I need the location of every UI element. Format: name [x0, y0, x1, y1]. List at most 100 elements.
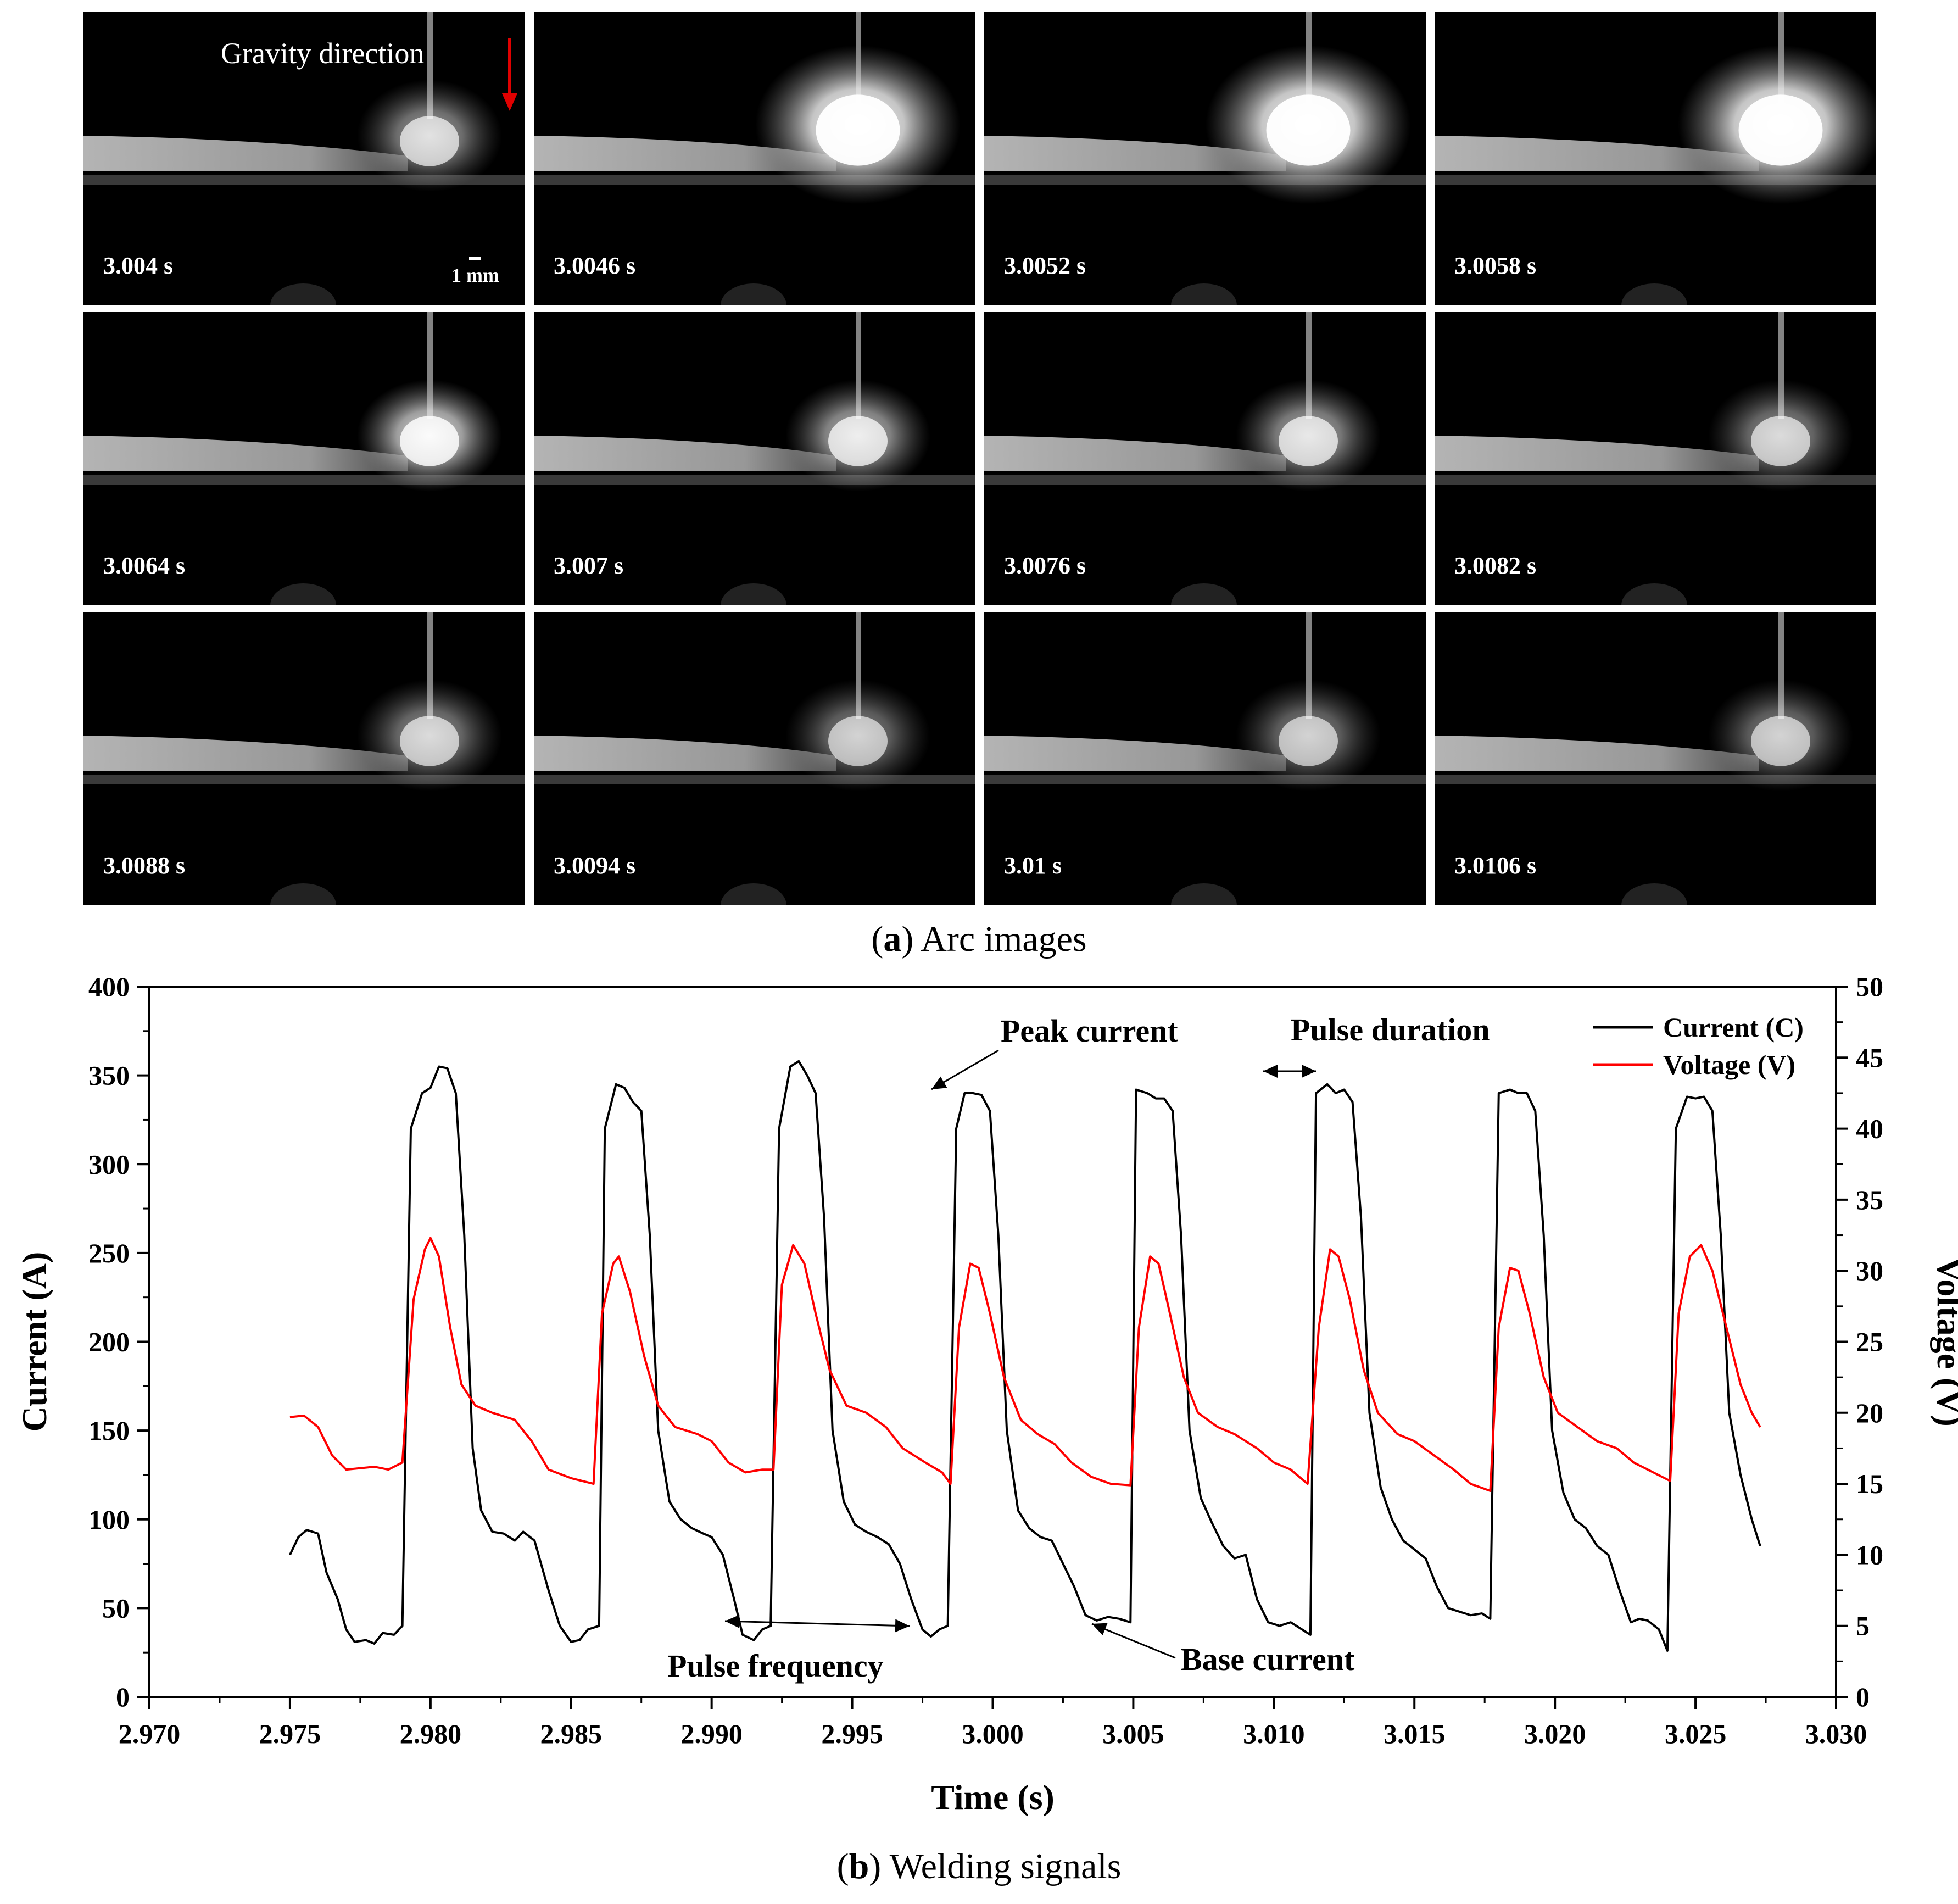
x-tick-label: 2.975 — [259, 1718, 321, 1749]
workpiece — [534, 436, 836, 471]
workpiece — [984, 136, 1286, 171]
electrode — [1306, 612, 1312, 719]
electrode — [856, 312, 861, 419]
reflection — [721, 283, 786, 305]
y-tick-label: 200 — [88, 1327, 130, 1357]
x-tick-label: 2.980 — [400, 1718, 462, 1749]
arc-core — [1279, 416, 1338, 466]
arc-image-panel: 3.0106 s — [1435, 612, 1876, 905]
y-tick-label: 300 — [88, 1149, 130, 1179]
caption-b-text: Welding signals — [881, 1846, 1122, 1886]
arc-image — [83, 12, 525, 305]
workpiece — [83, 436, 408, 471]
annotation-pulse-duration: Pulse duration — [1291, 1012, 1490, 1048]
workpiece — [984, 736, 1286, 771]
arc-image-panel: 3.0082 s — [1435, 312, 1876, 605]
pulse-frequency-arrow — [724, 1620, 910, 1627]
electrode — [427, 12, 433, 119]
arc-image — [1435, 312, 1876, 605]
arc-image-panel: 3.004 s Gravity direction 1 mm — [83, 12, 525, 305]
scale-bar-label: 1 mm — [451, 264, 499, 286]
x-tick-label: 2.990 — [680, 1718, 743, 1749]
arc-core — [400, 116, 459, 166]
arc-image — [984, 612, 1426, 905]
arc-core — [1279, 716, 1338, 766]
reflection — [721, 583, 786, 605]
y2-tick-label: 20 — [1856, 1398, 1883, 1428]
reflection — [270, 883, 336, 905]
reflection — [270, 283, 336, 305]
frame-timestamp: 3.0082 s — [1454, 552, 1537, 579]
arc-image — [534, 612, 975, 905]
reflection — [1171, 583, 1237, 605]
workpiece — [83, 136, 408, 171]
legend-label: Voltage (V) — [1663, 1049, 1795, 1080]
arc-core — [1751, 416, 1810, 466]
arc-core — [400, 716, 459, 766]
frame-timestamp: 3.01 s — [1004, 852, 1062, 879]
pulse-frequency-arrow-head-right — [895, 1619, 910, 1633]
arc-image-panel: 3.01 s — [984, 612, 1426, 905]
x-tick-label: 3.005 — [1102, 1718, 1164, 1749]
electrode — [427, 312, 433, 419]
frame-timestamp: 3.0058 s — [1454, 252, 1537, 279]
arc-image-panel: 3.0046 s — [534, 12, 975, 305]
x-tick-label: 2.970 — [119, 1718, 181, 1749]
frame-timestamp: 3.0106 s — [1454, 852, 1537, 879]
frame-timestamp: 3.0046 s — [554, 252, 636, 279]
pulse-duration-arrow-head-right — [1302, 1065, 1316, 1078]
arc-image — [83, 312, 525, 605]
x-tick-label: 3.025 — [1665, 1718, 1727, 1749]
electrode — [1306, 312, 1312, 419]
y2-tick-label: 50 — [1856, 971, 1883, 1002]
arc-image-panel: 3.007 s — [534, 312, 975, 605]
arc-image-panel: 3.0088 s — [83, 612, 525, 905]
scale-bar — [469, 257, 481, 260]
gravity-arrow-head — [502, 93, 517, 111]
y-tick-label: 250 — [88, 1238, 130, 1268]
arc-core — [400, 416, 459, 466]
caption-a-text: Arc images — [913, 919, 1087, 959]
arc-image-panel: 3.0058 s — [1435, 12, 1876, 305]
x-tick-label: 3.000 — [962, 1718, 1024, 1749]
arc-image-panel: 3.0052 s — [984, 12, 1426, 305]
y2-tick-label: 30 — [1856, 1255, 1883, 1286]
reflection — [1621, 283, 1687, 305]
arc-core — [1751, 716, 1810, 766]
arc-image — [1435, 12, 1876, 305]
y2-tick-label: 0 — [1856, 1682, 1870, 1712]
x-tick-label: 2.985 — [540, 1718, 603, 1749]
frame-timestamp: 3.0094 s — [554, 852, 636, 879]
workpiece — [534, 136, 836, 171]
frame-timestamp: 3.004 s — [103, 252, 174, 279]
arc-core — [1266, 94, 1351, 166]
legend: Current (C) Voltage (V) — [1593, 1012, 1804, 1080]
base-current-arrow-head — [1092, 1623, 1108, 1635]
y-tick-label: 50 — [102, 1593, 130, 1623]
annotation-base-current: Base current — [1181, 1641, 1355, 1677]
arc-image — [83, 612, 525, 905]
y2-tick-label: 45 — [1856, 1042, 1883, 1073]
x-tick-label: 3.020 — [1524, 1718, 1586, 1749]
arc-image — [1435, 612, 1876, 905]
y2-tick-label: 5 — [1856, 1611, 1870, 1641]
y-tick-label: 100 — [88, 1504, 130, 1535]
x-tick-label: 3.015 — [1384, 1718, 1446, 1749]
pulse-duration-arrow-head-left — [1263, 1065, 1278, 1078]
pulse-frequency-arrow-head-left — [725, 1614, 740, 1628]
y2-tick-label: 15 — [1856, 1468, 1883, 1499]
gravity-direction-label: Gravity direction — [221, 37, 425, 70]
arc-image-panel: 3.0064 s — [83, 312, 525, 605]
arc-image-panel: 3.0076 s — [984, 312, 1426, 605]
workpiece — [534, 736, 836, 771]
frame-timestamp: 3.0076 s — [1004, 552, 1086, 579]
arc-image — [984, 12, 1426, 305]
reflection — [721, 883, 786, 905]
y2-axis-title: Voltage (V) — [1930, 1257, 1958, 1427]
y2-tick-label: 25 — [1856, 1327, 1883, 1357]
x-axis-title: Time (s) — [931, 1778, 1055, 1817]
y-tick-label: 0 — [116, 1682, 130, 1712]
arc-image — [534, 312, 975, 605]
